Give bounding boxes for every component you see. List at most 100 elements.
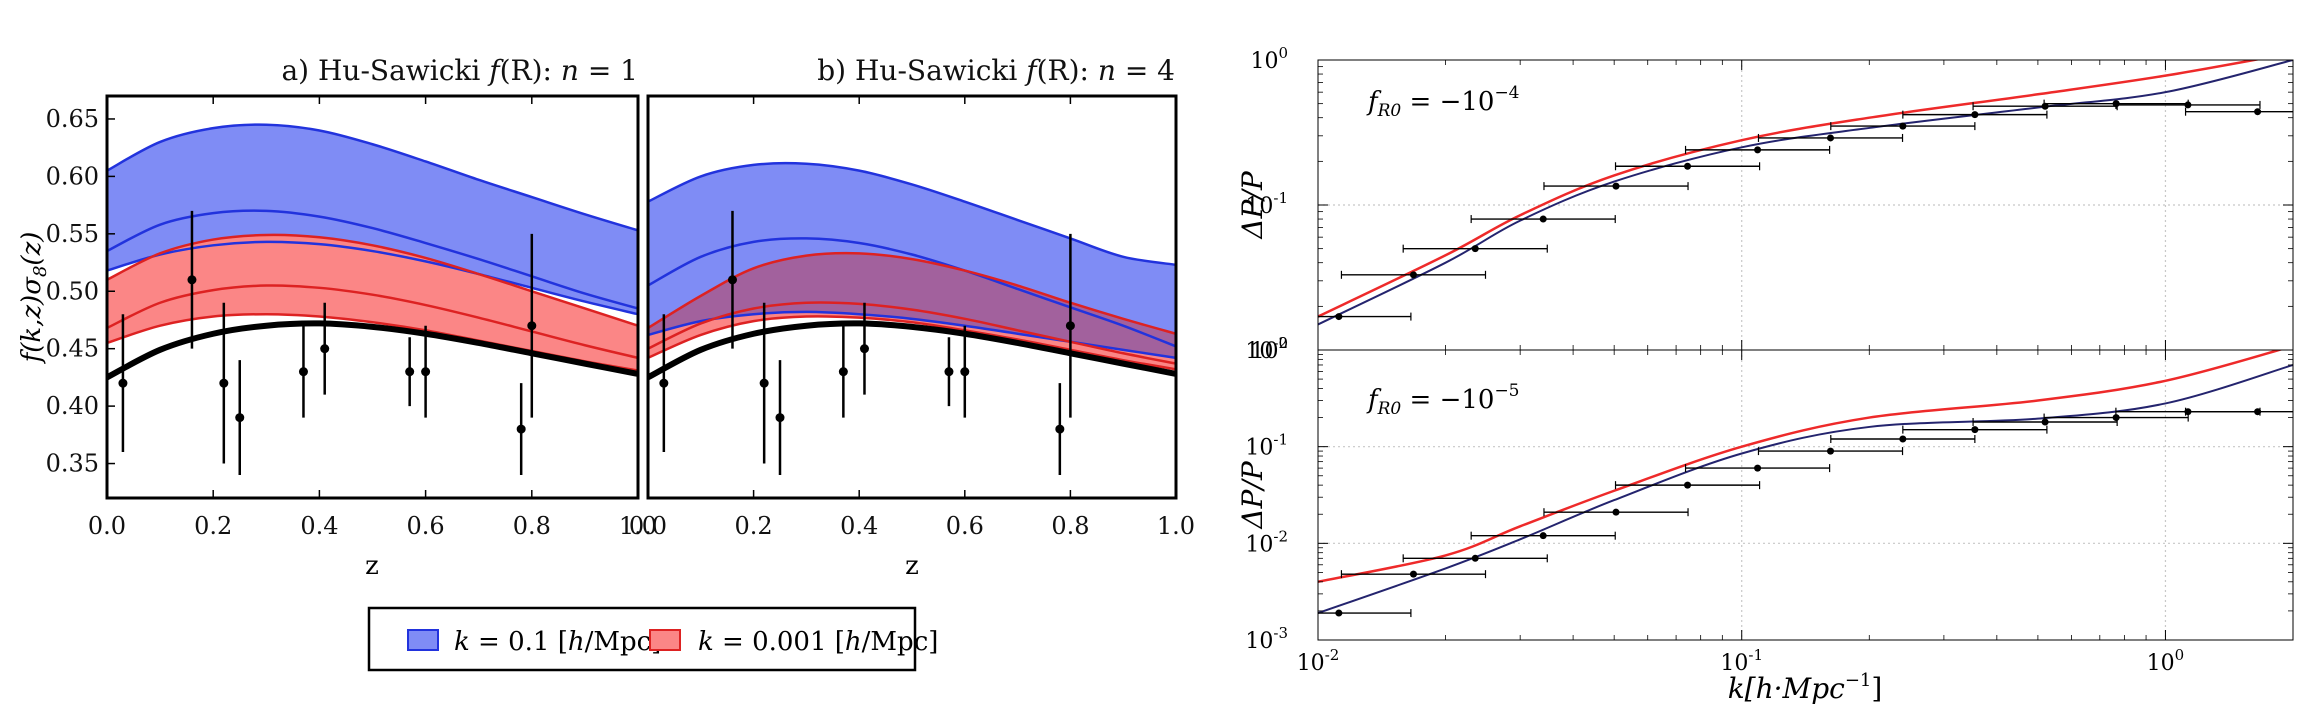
x-tick-label: 0.8 bbox=[513, 512, 551, 540]
binned-point bbox=[1684, 162, 1692, 170]
curve-group bbox=[1318, 350, 2293, 618]
data-point bbox=[775, 413, 785, 423]
binned-point bbox=[1335, 313, 1343, 321]
data-point bbox=[187, 275, 197, 285]
binned-point bbox=[1971, 111, 1979, 119]
data-point bbox=[235, 413, 245, 423]
y-tick-label: 0.35 bbox=[46, 450, 99, 478]
binned-point bbox=[1899, 122, 1907, 130]
data-point bbox=[759, 378, 769, 388]
x-tick-label: 10-2 bbox=[1297, 646, 1340, 676]
panel-b: b) Hu-Sawicki f(R): n = 4 0.0 0.2 0.4 0.6 0.… bbox=[629, 54, 1195, 581]
y-tick-label: 0.40 bbox=[46, 392, 99, 420]
band-red bbox=[107, 234, 638, 371]
curve-blue-mid bbox=[106, 209, 639, 310]
panel-b-points bbox=[659, 210, 1075, 476]
binned-point bbox=[1539, 215, 1547, 223]
y-tick-label: 10-1 bbox=[1245, 431, 1288, 461]
x-tick-label: 0.0 bbox=[629, 512, 667, 540]
data-point bbox=[1065, 321, 1075, 331]
panel-a-frame bbox=[105, 94, 640, 500]
panel-b-bands bbox=[646, 161, 1177, 381]
data-point bbox=[838, 367, 848, 377]
x-tick-label: 0.0 bbox=[88, 512, 126, 540]
curve-red-mid bbox=[647, 301, 1177, 365]
data-point bbox=[527, 321, 537, 331]
data-point bbox=[219, 378, 229, 388]
binned-point bbox=[1335, 609, 1343, 617]
panel-b-x-ticks: 0.0 0.2 0.4 0.6 0.8 1.0 bbox=[629, 96, 1195, 540]
x-tick-label: 0.2 bbox=[735, 512, 773, 540]
binned-point bbox=[1684, 481, 1692, 489]
binned-point bbox=[1754, 464, 1762, 472]
right-bottom-grid bbox=[1318, 350, 2293, 640]
right-top-grid bbox=[1318, 60, 2293, 350]
y-tick-label: 100 bbox=[1250, 334, 1288, 364]
data-point bbox=[944, 367, 954, 377]
y-tick-label: 10-2 bbox=[1245, 334, 1288, 364]
data-point bbox=[727, 275, 737, 285]
curve-group bbox=[1318, 60, 2293, 326]
x-tick-label: 100 bbox=[2147, 646, 2185, 676]
panel-b-title: b) Hu-Sawicki f(R): n = 4 bbox=[817, 54, 1175, 87]
x-tick-label: 0.2 bbox=[194, 512, 232, 540]
x-tick-label: 0.6 bbox=[946, 512, 984, 540]
binned-point bbox=[2254, 408, 2262, 416]
panel-a-points bbox=[118, 210, 537, 476]
x-tick-label: 0.4 bbox=[300, 512, 338, 540]
panel-a-y-ticks: 0.35 0.40 0.45 0.50 0.55 0.60 0.65 bbox=[46, 105, 115, 478]
data-point bbox=[659, 378, 669, 388]
legend: k = 0.1 [h/Mpc] k = 0.001 [h/Mpc] bbox=[367, 606, 938, 672]
curve-blue-mid bbox=[647, 237, 1177, 348]
band-overlap-fill bbox=[648, 253, 1176, 358]
panel-b-frame bbox=[646, 94, 1178, 500]
curve-red bbox=[1318, 350, 2284, 584]
y-tick-label: 0.45 bbox=[46, 335, 99, 363]
right-top-panel: 10-2 10-1 100 fR0 = −10−4 ΔP/P bbox=[1236, 44, 2294, 364]
binned-point bbox=[1471, 554, 1479, 562]
y-tick-label: 0.65 bbox=[46, 105, 99, 133]
x-tick-label: 0.4 bbox=[840, 512, 878, 540]
data-point bbox=[859, 344, 869, 354]
x-tick-label: 0.8 bbox=[1051, 512, 1089, 540]
binned-point bbox=[1826, 447, 1834, 455]
binned-point bbox=[1409, 271, 1417, 279]
legend-label-k1: k = 0.1 [h/Mpc] bbox=[454, 627, 661, 657]
binned-point bbox=[1612, 182, 1620, 190]
data-point bbox=[421, 367, 431, 377]
curve-lcdm bbox=[646, 320, 1177, 381]
right-top-ylabel: ΔP/P bbox=[1236, 170, 1269, 239]
curve-red-lower bbox=[647, 315, 1177, 371]
band-overlap bbox=[648, 253, 1176, 358]
binned-point bbox=[2041, 102, 2049, 110]
binned-point bbox=[2112, 414, 2120, 422]
curve-blue-lower bbox=[106, 240, 639, 316]
binned-point bbox=[1539, 532, 1547, 540]
binned-point bbox=[1612, 508, 1620, 516]
y-tick-label: 0.50 bbox=[46, 277, 99, 305]
binned-point bbox=[1409, 570, 1417, 578]
y-tick-label: 100 bbox=[1250, 44, 1288, 74]
panel-a-title: a) Hu-Sawicki f(R): n = 1 bbox=[281, 54, 638, 87]
binned-point bbox=[1826, 134, 1834, 142]
data-point bbox=[118, 378, 128, 388]
panel-a-xlabel: z bbox=[365, 551, 379, 581]
x-tick-label: 1.0 bbox=[619, 512, 657, 540]
binned-point bbox=[1899, 435, 1907, 443]
legend-swatch-red bbox=[649, 629, 681, 651]
curve-red bbox=[1318, 60, 2261, 318]
right-bottom-frame bbox=[1317, 349, 2294, 641]
right-top-curves bbox=[1318, 60, 2293, 326]
binned-point bbox=[2184, 101, 2192, 109]
curve-blue-upper bbox=[647, 161, 1177, 267]
panel-a-x-ticks: 0.0 0.2 0.4 0.6 0.8 1.0 bbox=[88, 96, 657, 540]
legend-box bbox=[367, 606, 917, 672]
curve-red-mid bbox=[106, 284, 639, 360]
right-bottom-curves bbox=[1318, 350, 2293, 618]
binned-point bbox=[2041, 418, 2049, 426]
data-point bbox=[960, 367, 970, 377]
right-bottom-label: fR0 = −10−5 bbox=[1366, 381, 1520, 419]
binned-point bbox=[1471, 245, 1479, 253]
